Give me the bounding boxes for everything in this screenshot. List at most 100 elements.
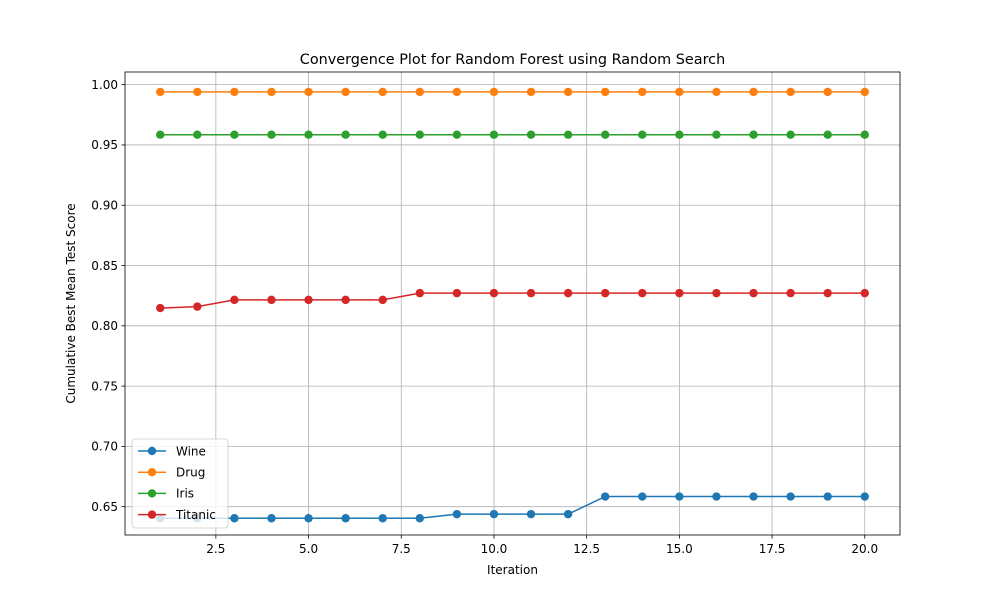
x-tick-label: 20.0 — [851, 542, 878, 556]
legend-label-drug: Drug — [176, 466, 205, 480]
data-point-drug — [341, 87, 350, 97]
x-tick-label: 5.0 — [299, 542, 318, 556]
y-tick-label: 1.00 — [91, 78, 118, 92]
data-point-titanic — [452, 288, 462, 298]
x-tick-label: 12.5 — [573, 542, 600, 556]
data-point-wine — [415, 514, 424, 523]
data-point-iris — [823, 130, 832, 139]
data-point-iris — [415, 130, 424, 139]
data-point-iris — [193, 130, 202, 139]
data-point-iris — [638, 130, 647, 139]
data-point-drug — [675, 87, 684, 97]
y-axis-ticks: 0.65 0.70 0.75 0.80 0.85 0.90 0.95 1.00 — [91, 78, 125, 514]
data-point-iris — [749, 130, 758, 139]
data-point-drug — [526, 87, 536, 97]
data-point-wine — [526, 509, 536, 519]
data-point-drug — [786, 87, 795, 97]
data-point-iris — [675, 130, 684, 139]
data-point-drug — [601, 87, 610, 97]
data-point-titanic — [712, 288, 721, 298]
data-point-iris — [563, 130, 573, 139]
series-line-titanic — [160, 292, 865, 309]
data-point-drug — [230, 87, 239, 97]
data-point-wine — [304, 514, 313, 523]
data-point-iris — [267, 130, 276, 139]
data-point-wine — [675, 492, 684, 501]
series-drug — [156, 87, 869, 97]
legend-marker-titanic — [147, 510, 157, 519]
data-point-iris — [712, 130, 721, 139]
data-point-titanic — [193, 302, 202, 311]
data-point-wine — [712, 492, 721, 501]
data-point-titanic — [786, 288, 795, 298]
data-point-wine — [786, 492, 795, 501]
legend: Wine Drug Iris Titanic — [131, 438, 229, 529]
data-point-drug — [749, 87, 758, 97]
data-point-drug — [415, 87, 424, 97]
data-point-iris — [156, 130, 165, 139]
data-point-iris — [341, 130, 350, 139]
data-point-titanic — [638, 288, 647, 298]
data-point-iris — [526, 130, 536, 139]
legend-item-drug: Drug — [138, 466, 205, 480]
data-point-wine — [267, 514, 276, 523]
data-point-wine — [638, 492, 647, 501]
data-point-wine — [601, 492, 610, 501]
data-point-titanic — [304, 295, 313, 305]
data-point-iris — [452, 130, 462, 139]
data-point-titanic — [675, 288, 684, 298]
y-tick-label: 0.75 — [91, 379, 118, 393]
data-point-drug — [193, 87, 202, 97]
data-point-drug — [267, 87, 276, 97]
x-tick-label: 10.0 — [481, 542, 508, 556]
data-point-drug — [304, 87, 313, 97]
legend-box — [131, 438, 229, 529]
data-point-drug — [156, 87, 165, 97]
y-tick-label: 0.95 — [91, 138, 118, 152]
data-point-titanic — [230, 295, 239, 305]
data-point-wine — [378, 514, 387, 523]
x-axis-label: Iteration — [487, 563, 538, 577]
data-point-drug — [823, 87, 832, 97]
y-tick-label: 0.80 — [91, 319, 118, 333]
data-point-iris — [304, 130, 313, 139]
x-axis-ticks: 2.5 5.0 7.5 10.0 12.5 15.0 17.5 20.0 — [206, 535, 878, 556]
data-point-wine — [749, 492, 758, 501]
data-point-wine — [823, 492, 832, 501]
legend-marker-wine — [147, 446, 157, 456]
legend-marker-drug — [147, 468, 157, 477]
legend-label-titanic: Titanic — [175, 508, 216, 522]
data-point-wine — [341, 514, 350, 523]
y-tick-label: 0.90 — [91, 199, 118, 213]
series-line-wine — [160, 495, 865, 519]
data-point-drug — [860, 87, 869, 97]
data-point-iris — [489, 130, 499, 139]
data-point-titanic — [563, 288, 573, 298]
data-point-drug — [638, 87, 647, 97]
series-titanic — [156, 288, 869, 313]
y-axis-label: Cumulative Best Mean Test Score — [64, 203, 78, 403]
data-point-iris — [230, 130, 239, 139]
data-point-drug — [712, 87, 721, 97]
data-point-titanic — [156, 303, 165, 313]
legend-label-wine: Wine — [176, 444, 206, 458]
data-point-drug — [563, 87, 573, 97]
legend-label-iris: Iris — [176, 487, 194, 501]
data-point-wine — [452, 509, 462, 519]
data-point-titanic — [378, 295, 387, 305]
series-iris — [156, 130, 869, 139]
data-point-wine — [860, 492, 869, 501]
y-tick-label: 0.85 — [91, 259, 118, 273]
data-point-wine — [563, 509, 573, 519]
legend-item-iris: Iris — [138, 487, 194, 501]
data-point-titanic — [823, 288, 832, 298]
data-point-drug — [378, 87, 387, 97]
data-point-titanic — [601, 288, 610, 298]
x-tick-label: 7.5 — [392, 542, 411, 556]
data-point-titanic — [749, 288, 758, 298]
data-point-titanic — [526, 288, 536, 298]
data-point-titanic — [415, 288, 424, 298]
data-point-drug — [452, 87, 462, 97]
data-point-iris — [786, 130, 795, 139]
